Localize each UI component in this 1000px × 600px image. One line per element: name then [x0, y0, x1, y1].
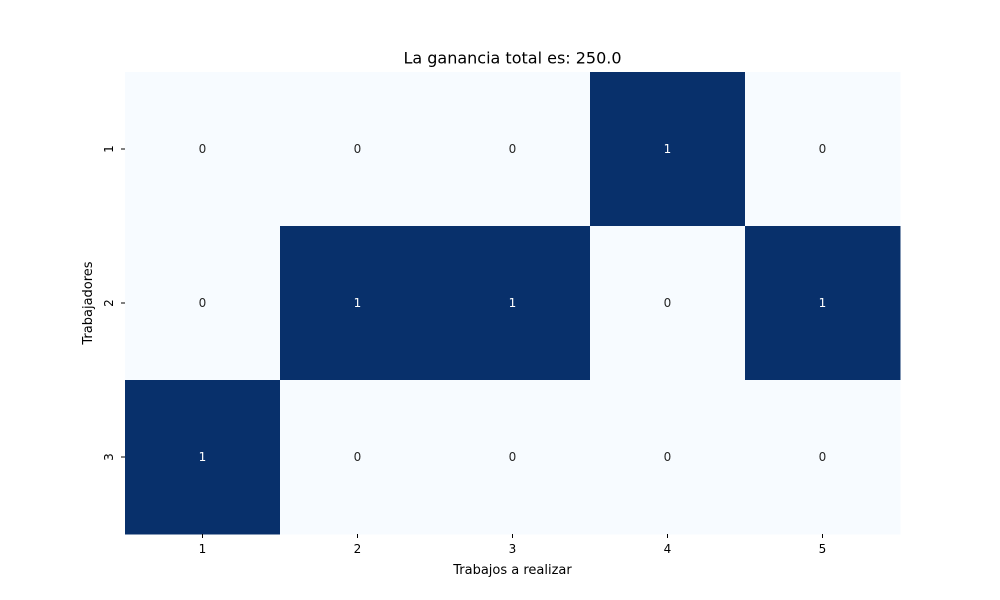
chart-title: La ganancia total es: 250.0	[403, 49, 621, 68]
heatmap-cell	[125, 72, 281, 227]
cell-annotations: 0 0 0 1 0 0 1 1 0 1 1 0 0 0 0	[199, 142, 827, 464]
cell-value-label: 1	[199, 450, 207, 464]
cell-value-label: 1	[819, 296, 827, 310]
heatmap-cell	[745, 380, 901, 535]
cell-value-label: 1	[664, 142, 672, 156]
heatmap-cell	[590, 226, 746, 381]
cell-value-label: 0	[354, 450, 362, 464]
cell-value-label: 1	[509, 296, 517, 310]
x-axis-label: Trabajos a realizar	[452, 563, 572, 578]
cell-value-label: 0	[819, 142, 827, 156]
heatmap-cell	[745, 72, 901, 227]
heatmap-cell	[590, 72, 746, 227]
heatmap-cell	[125, 380, 281, 535]
cell-value-label: 0	[199, 296, 207, 310]
y-tick-label: 2	[102, 299, 116, 307]
heatmap-cell	[280, 72, 436, 227]
x-tick-label: 4	[664, 542, 672, 556]
heatmap-cell	[745, 226, 901, 381]
x-tick-label: 3	[509, 542, 517, 556]
cell-value-label: 1	[354, 296, 362, 310]
heatmap-cell	[125, 226, 281, 381]
cell-value-label: 0	[509, 450, 517, 464]
heatmap-cell	[280, 380, 436, 535]
heatmap-cell	[435, 72, 591, 227]
heatmap-cell	[435, 226, 591, 381]
cell-value-label: 0	[664, 450, 672, 464]
heatmap-cell	[590, 380, 746, 535]
cell-value-label: 0	[199, 142, 207, 156]
x-tick-label: 1	[199, 542, 207, 556]
y-axis-ticks: 1 2 3	[102, 145, 125, 461]
cell-value-label: 0	[509, 142, 517, 156]
x-tick-label: 5	[819, 542, 827, 556]
heatmap-cell	[280, 226, 436, 381]
cell-value-label: 0	[664, 296, 672, 310]
cell-value-label: 0	[354, 142, 362, 156]
y-tick-label: 1	[102, 145, 116, 153]
cell-value-label: 0	[819, 450, 827, 464]
x-axis-ticks: 1 2 3 4 5	[199, 534, 827, 556]
y-axis-label: Trabajadores	[81, 261, 96, 345]
heatmap-cells	[125, 72, 901, 535]
heatmap-cell	[435, 380, 591, 535]
x-tick-label: 2	[354, 542, 362, 556]
y-tick-label: 3	[102, 453, 116, 461]
